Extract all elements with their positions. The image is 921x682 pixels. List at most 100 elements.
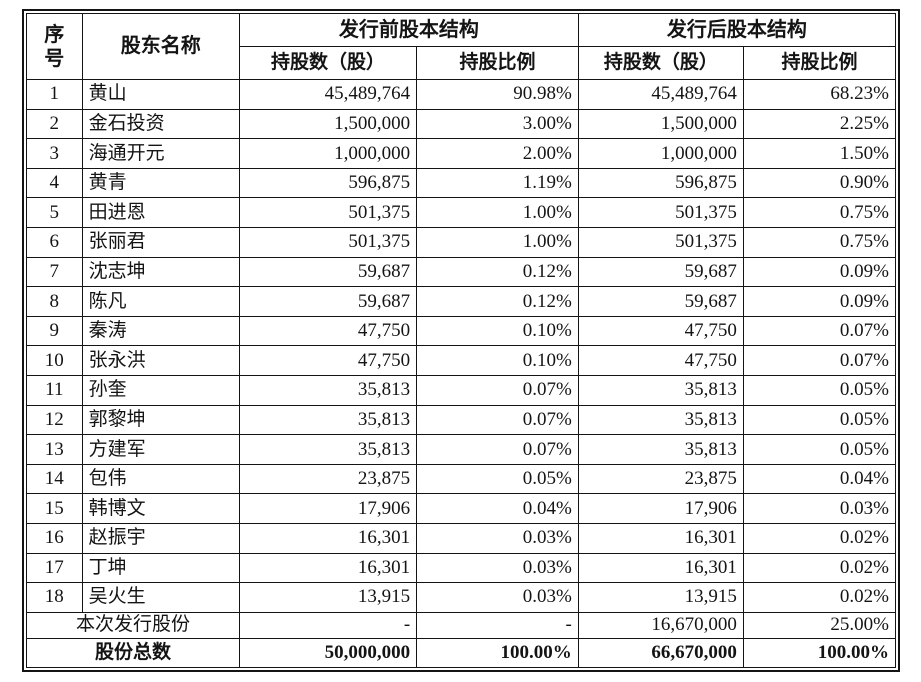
header-serial-number: 序 号 xyxy=(26,13,83,80)
cell-pre-shares: 596,875 xyxy=(238,167,418,199)
cell-shareholder-name: 田进恩 xyxy=(81,197,240,228)
table-row: 18 吴火生 13,915 0.03% 13,915 0.02% xyxy=(26,582,897,613)
table-row: 9 秦涛 47,750 0.10% 47,750 0.07% xyxy=(26,315,897,347)
cell-pre-ratio: 0.12% xyxy=(416,256,579,288)
header-shareholder-name: 股东名称 xyxy=(81,13,240,80)
cell-serial-number: 18 xyxy=(26,582,83,613)
cell-pre-shares: 16,301 xyxy=(238,522,418,554)
table-header: 序 号 股东名称 发行前股本结构 发行后股本结构 持股数（股） 持股比例 持股数… xyxy=(26,13,897,80)
cell-post-shares: 501,375 xyxy=(577,197,744,228)
cell-pre-ratio: 0.10% xyxy=(416,345,579,376)
table-row: 10 张永洪 47,750 0.10% 47,750 0.07% xyxy=(26,345,897,376)
share-structure-table-frame: 序 号 股东名称 发行前股本结构 发行后股本结构 持股数（股） 持股比例 持股数… xyxy=(22,9,900,672)
cell-pre-ratio: 3.00% xyxy=(416,108,579,140)
table-row: 8 陈凡 59,687 0.12% 59,687 0.09% xyxy=(26,286,897,317)
cell-serial-number: 4 xyxy=(26,167,83,199)
cell-shareholder-name: 黄青 xyxy=(81,167,240,199)
cell-serial-number: 8 xyxy=(26,286,83,317)
cell-post-ratio: 0.09% xyxy=(742,286,897,317)
cell-pre-shares: 17,906 xyxy=(238,493,418,524)
cell-post-ratio: 0.05% xyxy=(742,404,897,436)
cell-shareholder-name: 沈志坤 xyxy=(81,256,240,288)
cell-pre-ratio: 0.05% xyxy=(416,463,579,495)
header-pre-ratio: 持股比例 xyxy=(416,46,579,80)
cell-pre-shares: 1,000,000 xyxy=(238,138,418,169)
cell-pre-shares: 35,813 xyxy=(238,374,418,406)
cell-pre-shares: 1,500,000 xyxy=(238,108,418,140)
cell-post-ratio: 0.04% xyxy=(742,463,897,495)
cell-pre-shares: 501,375 xyxy=(238,226,418,258)
cell-shareholder-name: 吴火生 xyxy=(81,582,240,613)
cell-post-shares: 1,500,000 xyxy=(577,108,744,140)
cell-post-ratio: 0.07% xyxy=(742,315,897,347)
cell-post-shares: 13,915 xyxy=(577,582,744,613)
issue-pre-ratio: - xyxy=(416,611,579,639)
header-post-shares: 持股数（股） xyxy=(577,46,744,80)
cell-post-ratio: 0.90% xyxy=(742,167,897,199)
table-row: 15 韩博文 17,906 0.04% 17,906 0.03% xyxy=(26,493,897,524)
cell-shareholder-name: 金石投资 xyxy=(81,108,240,140)
header-post-ratio: 持股比例 xyxy=(742,46,897,80)
cell-shareholder-name: 方建军 xyxy=(81,434,240,465)
table-row: 17 丁坤 16,301 0.03% 16,301 0.02% xyxy=(26,552,897,584)
cell-pre-ratio: 0.03% xyxy=(416,522,579,554)
cell-pre-ratio: 0.03% xyxy=(416,582,579,613)
table-row: 4 黄青 596,875 1.19% 596,875 0.90% xyxy=(26,167,897,199)
table-row: 6 张丽君 501,375 1.00% 501,375 0.75% xyxy=(26,226,897,258)
header-pre-shares: 持股数（股） xyxy=(238,46,418,80)
cell-post-shares: 59,687 xyxy=(577,256,744,288)
cell-serial-number: 3 xyxy=(26,138,83,169)
cell-shareholder-name: 赵振宇 xyxy=(81,522,240,554)
cell-post-ratio: 0.02% xyxy=(742,552,897,584)
total-post-ratio: 100.00% xyxy=(742,637,897,668)
cell-pre-ratio: 0.12% xyxy=(416,286,579,317)
cell-shareholder-name: 丁坤 xyxy=(81,552,240,584)
cell-pre-shares: 13,915 xyxy=(238,582,418,613)
cell-post-shares: 35,813 xyxy=(577,374,744,406)
table-row: 13 方建军 35,813 0.07% 35,813 0.05% xyxy=(26,434,897,465)
cell-shareholder-name: 张丽君 xyxy=(81,226,240,258)
header-serial-number-line2: 号 xyxy=(44,47,65,70)
cell-pre-shares: 59,687 xyxy=(238,256,418,288)
total-row: 股份总数 50,000,000 100.00% 66,670,000 100.0… xyxy=(26,637,897,668)
cell-serial-number: 5 xyxy=(26,197,83,228)
cell-post-ratio: 0.75% xyxy=(742,226,897,258)
cell-shareholder-name: 韩博文 xyxy=(81,493,240,524)
cell-pre-ratio: 1.00% xyxy=(416,226,579,258)
cell-serial-number: 14 xyxy=(26,463,83,495)
cell-pre-shares: 35,813 xyxy=(238,434,418,465)
cell-shareholder-name: 海通开元 xyxy=(81,138,240,169)
table-row: 16 赵振宇 16,301 0.03% 16,301 0.02% xyxy=(26,522,897,554)
cell-pre-ratio: 0.07% xyxy=(416,404,579,436)
share-structure-table: 序 号 股东名称 发行前股本结构 发行后股本结构 持股数（股） 持股比例 持股数… xyxy=(26,13,897,668)
total-pre-ratio: 100.00% xyxy=(416,637,579,668)
cell-serial-number: 13 xyxy=(26,434,83,465)
cell-post-shares: 23,875 xyxy=(577,463,744,495)
table-row: 5 田进恩 501,375 1.00% 501,375 0.75% xyxy=(26,197,897,228)
table-row: 3 海通开元 1,000,000 2.00% 1,000,000 1.50% xyxy=(26,138,897,169)
issue-row: 本次发行股份 - - 16,670,000 25.00% xyxy=(26,611,897,639)
cell-pre-ratio: 1.19% xyxy=(416,167,579,199)
cell-post-ratio: 0.02% xyxy=(742,582,897,613)
cell-serial-number: 15 xyxy=(26,493,83,524)
cell-shareholder-name: 郭黎坤 xyxy=(81,404,240,436)
table-row: 11 孙奎 35,813 0.07% 35,813 0.05% xyxy=(26,374,897,406)
cell-post-ratio: 2.25% xyxy=(742,108,897,140)
cell-post-ratio: 0.09% xyxy=(742,256,897,288)
cell-post-shares: 35,813 xyxy=(577,434,744,465)
cell-post-ratio: 68.23% xyxy=(742,79,897,110)
cell-serial-number: 17 xyxy=(26,552,83,584)
cell-pre-ratio: 0.04% xyxy=(416,493,579,524)
cell-pre-ratio: 2.00% xyxy=(416,138,579,169)
cell-serial-number: 7 xyxy=(26,256,83,288)
cell-shareholder-name: 包伟 xyxy=(81,463,240,495)
cell-pre-shares: 501,375 xyxy=(238,197,418,228)
table-row: 12 郭黎坤 35,813 0.07% 35,813 0.05% xyxy=(26,404,897,436)
cell-post-shares: 501,375 xyxy=(577,226,744,258)
issue-post-shares: 16,670,000 xyxy=(577,611,744,639)
cell-pre-shares: 35,813 xyxy=(238,404,418,436)
cell-pre-ratio: 1.00% xyxy=(416,197,579,228)
cell-shareholder-name: 黄山 xyxy=(81,79,240,110)
cell-post-ratio: 0.75% xyxy=(742,197,897,228)
cell-pre-shares: 47,750 xyxy=(238,345,418,376)
